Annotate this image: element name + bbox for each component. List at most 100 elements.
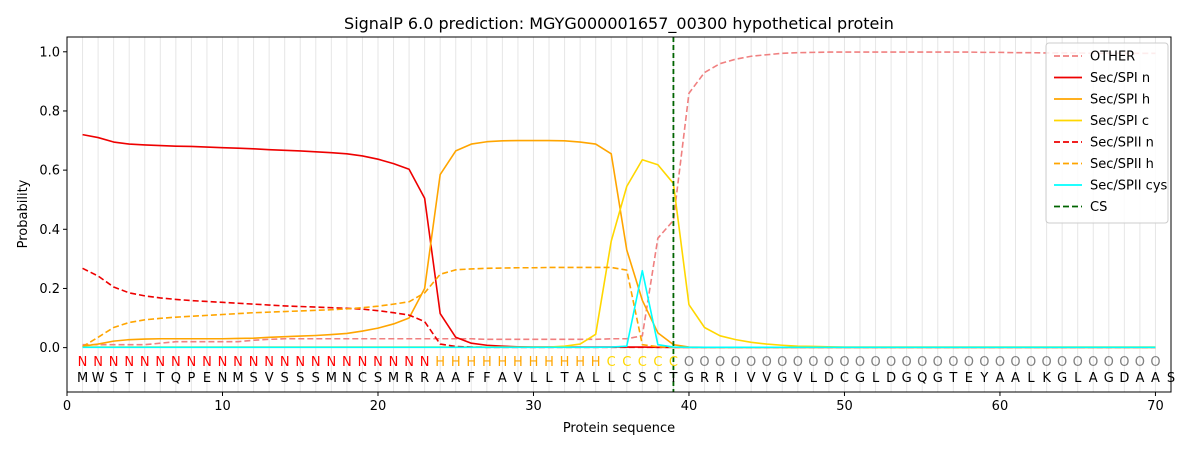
region-label: O	[793, 355, 803, 370]
x-tick-label: 50	[836, 399, 853, 414]
residue-label: L	[1027, 371, 1035, 386]
region-label: N	[202, 355, 212, 370]
series-line-other	[82, 51, 1156, 346]
legend-entry: CS	[1090, 200, 1107, 215]
residue-label: E	[965, 371, 973, 386]
residue-label: A	[436, 371, 445, 386]
y-tick-label: 0.8	[39, 104, 60, 119]
residue-label: L	[530, 371, 538, 386]
region-label: N	[109, 355, 119, 370]
region-label: H	[591, 355, 601, 370]
residue-label: L	[592, 371, 600, 386]
residue-label: N	[342, 371, 352, 386]
region-label: O	[1119, 355, 1129, 370]
residue-label: S	[638, 371, 646, 386]
residue-label: P	[187, 371, 195, 386]
residue-label: S	[110, 371, 118, 386]
region-label: O	[808, 355, 818, 370]
region-label: C	[638, 355, 647, 370]
region-label: O	[1088, 355, 1098, 370]
region-label: O	[1026, 355, 1036, 370]
x-tick-label: 30	[525, 399, 542, 414]
residue-label: E	[203, 371, 211, 386]
residue-label: M	[232, 371, 243, 386]
residue-label: G	[777, 371, 787, 386]
region-label: N	[311, 355, 321, 370]
y-tick-label: 0.2	[39, 282, 60, 297]
residue-label: A	[1089, 371, 1098, 386]
y-tick-label: 0.4	[39, 223, 60, 238]
residue-label: D	[1119, 371, 1129, 386]
region-label: O	[1041, 355, 1051, 370]
residue-label: Y	[979, 371, 988, 386]
region-label: H	[482, 355, 492, 370]
region-label: H	[497, 355, 507, 370]
region-label: N	[140, 355, 150, 370]
region-label: O	[684, 355, 694, 370]
region-label: O	[979, 355, 989, 370]
residue-label: V	[793, 371, 802, 386]
region-label: N	[420, 355, 430, 370]
residue-label: S	[296, 371, 304, 386]
series-layer	[82, 51, 1156, 349]
region-label: H	[451, 355, 461, 370]
legend-entry: Sec/SPII cys	[1090, 179, 1168, 194]
region-label: O	[746, 355, 756, 370]
region-label: O	[1010, 355, 1020, 370]
residue-label: L	[1074, 371, 1082, 386]
region-label: O	[964, 355, 974, 370]
region-label: H	[560, 355, 570, 370]
legend-entry: Sec/SPI c	[1090, 114, 1149, 129]
residue-label: F	[483, 371, 490, 386]
region-label: N	[171, 355, 181, 370]
residue-label: I	[143, 371, 147, 386]
series-line-sec-spi-c	[82, 158, 1156, 348]
legend-box	[1045, 42, 1169, 224]
region-label: N	[187, 355, 197, 370]
region-label: O	[699, 355, 709, 370]
residue-label: A	[498, 371, 507, 386]
region-label: H	[513, 355, 523, 370]
residue-label: K	[1042, 371, 1051, 386]
region-label: O	[715, 355, 725, 370]
x-tick-label: 0	[63, 399, 71, 414]
residue-label: A	[1151, 371, 1160, 386]
region-label: H	[435, 355, 445, 370]
region-label: O	[902, 355, 912, 370]
series-line-sec-spi-n	[82, 133, 1156, 349]
y-tick-label: 0.6	[39, 164, 60, 179]
residue-label: T	[560, 371, 569, 386]
region-label: O	[1150, 355, 1160, 370]
residue-label: G	[1104, 371, 1114, 386]
residue-label: T	[155, 371, 164, 386]
region-label: O	[731, 355, 741, 370]
residue-label: A	[1011, 371, 1020, 386]
region-label: N	[155, 355, 165, 370]
residue-label: N	[218, 371, 228, 386]
region-label: N	[342, 355, 352, 370]
region-label: N	[218, 355, 228, 370]
residue-label: V	[265, 371, 274, 386]
x-tick-label: 40	[681, 399, 698, 414]
region-label: H	[544, 355, 554, 370]
y-axis-label: Probability	[16, 179, 31, 248]
region-label: N	[358, 355, 368, 370]
legend-entry: Sec/SPII n	[1090, 136, 1154, 151]
region-label: H	[575, 355, 585, 370]
x-tick-label: 70	[1147, 399, 1164, 414]
region-label: N	[404, 355, 414, 370]
residue-label: L	[545, 371, 553, 386]
residue-label: C	[840, 371, 849, 386]
residue-label: R	[405, 371, 414, 386]
axis-layer: 0 10 20 30 40 50 60 70 0.0 0.2 0.4 0.6 0.8 1.0	[39, 45, 1163, 414]
x-tick-label: 10	[214, 399, 231, 414]
series-line-sec-spi-h	[82, 139, 1156, 349]
legend-entry: Sec/SPI n	[1090, 71, 1150, 86]
residue-label: G	[684, 371, 694, 386]
residue-label: L	[872, 371, 880, 386]
region-label: C	[622, 355, 631, 370]
residue-label: G	[1057, 371, 1067, 386]
residue-label: V	[747, 371, 756, 386]
residue-label: W	[92, 371, 105, 386]
